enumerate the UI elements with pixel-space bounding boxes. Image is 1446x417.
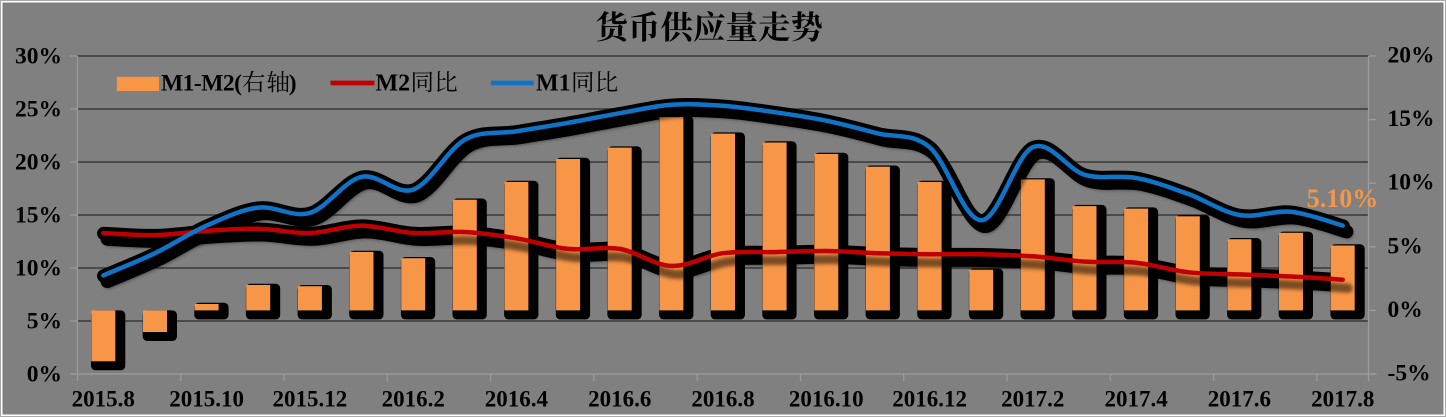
svg-text:0%: 0% bbox=[27, 362, 62, 388]
svg-text:5%: 5% bbox=[1388, 233, 1423, 259]
svg-text:-5%: -5% bbox=[1388, 361, 1431, 387]
svg-text:M2: M2 bbox=[376, 71, 411, 97]
svg-text:2017.6: 2017.6 bbox=[1208, 387, 1271, 412]
svg-text:10%: 10% bbox=[15, 256, 62, 282]
svg-text:2016.2: 2016.2 bbox=[382, 387, 445, 412]
svg-text:15%: 15% bbox=[15, 203, 62, 229]
svg-text:20%: 20% bbox=[15, 150, 62, 176]
svg-text:25%: 25% bbox=[15, 97, 62, 123]
svg-text:20%: 20% bbox=[1388, 43, 1435, 69]
svg-text:2016.8: 2016.8 bbox=[691, 387, 754, 412]
svg-text:2016.12: 2016.12 bbox=[892, 387, 967, 412]
svg-text:2015.8: 2015.8 bbox=[72, 387, 135, 412]
svg-text:2015.12: 2015.12 bbox=[273, 387, 348, 412]
svg-text:30%: 30% bbox=[15, 44, 62, 70]
svg-text:M1: M1 bbox=[536, 71, 571, 97]
svg-text:2015.10: 2015.10 bbox=[169, 387, 244, 412]
svg-text:5.10%: 5.10% bbox=[1307, 184, 1379, 213]
svg-text:2016.4: 2016.4 bbox=[485, 387, 549, 412]
svg-text:2016.10: 2016.10 bbox=[789, 387, 864, 412]
svg-text:10%: 10% bbox=[1388, 170, 1435, 196]
svg-text:): ) bbox=[289, 71, 297, 97]
svg-text:15%: 15% bbox=[1388, 106, 1435, 132]
svg-text:M1-M2(: M1-M2( bbox=[161, 71, 242, 97]
svg-text:5%: 5% bbox=[27, 309, 62, 335]
svg-text:2017.8: 2017.8 bbox=[1311, 387, 1374, 412]
svg-text:2016.6: 2016.6 bbox=[588, 387, 651, 412]
svg-text:2017.4: 2017.4 bbox=[1104, 387, 1168, 412]
svg-text:0%: 0% bbox=[1388, 297, 1423, 323]
svg-text:2017.2: 2017.2 bbox=[1001, 387, 1064, 412]
